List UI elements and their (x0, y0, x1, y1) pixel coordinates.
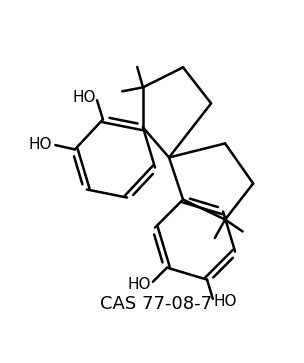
Text: HO: HO (127, 277, 150, 291)
Text: HO: HO (214, 294, 237, 309)
Text: CAS 77-08-7: CAS 77-08-7 (100, 295, 212, 313)
Text: HO: HO (73, 90, 96, 105)
Text: HO: HO (29, 137, 52, 152)
